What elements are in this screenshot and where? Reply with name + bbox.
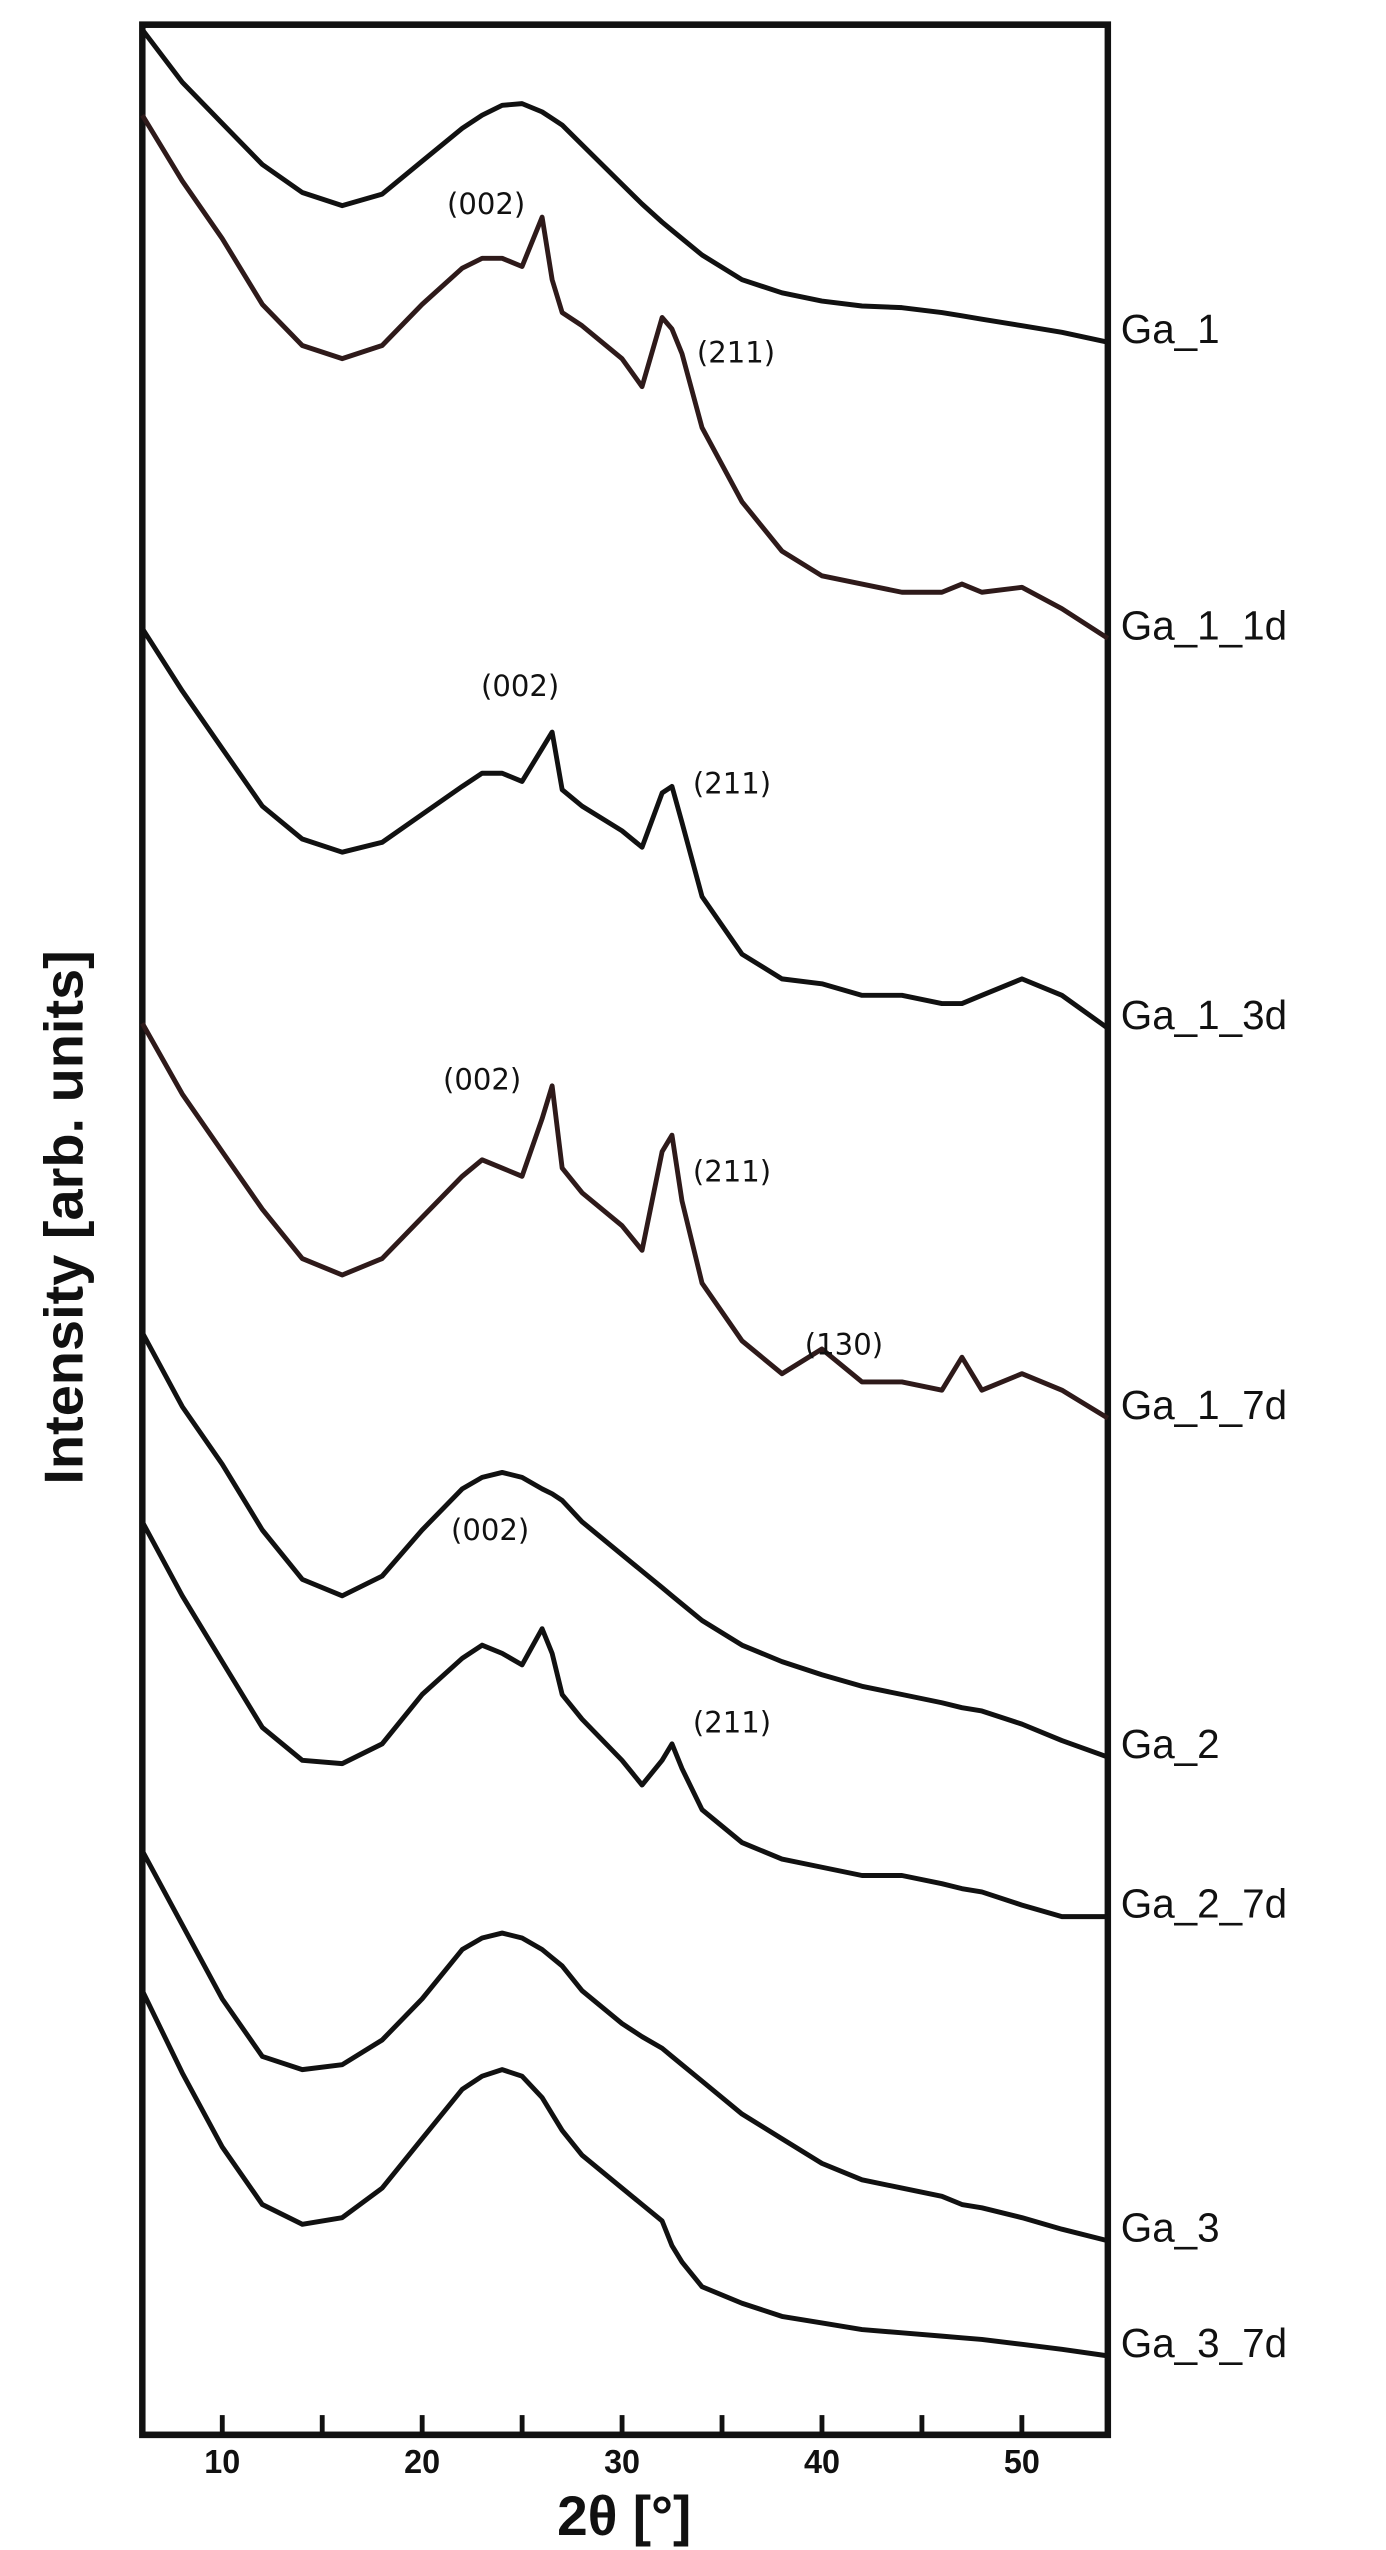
peak-annotation: (002) — [447, 187, 525, 221]
peak-annotation: (130) — [805, 1327, 883, 1361]
series-label: Ga_1_3d — [1121, 992, 1287, 1038]
series-label: Ga_1_7d — [1121, 1382, 1287, 1428]
series-line — [140, 1849, 1109, 2244]
peak-annotation: (002) — [451, 1513, 529, 1547]
series-label: Ga_3 — [1121, 2204, 1220, 2250]
peak-annotation: (002) — [443, 1062, 521, 1096]
series-label: Ga_3_7d — [1121, 2320, 1287, 2366]
x-tick-label: 50 — [1004, 2443, 1040, 2480]
peak-annotation: (211) — [693, 1154, 771, 1188]
y-axis-title: Intensity [arb. units] — [33, 950, 94, 1484]
peak-annotation: (211) — [697, 335, 775, 369]
series-line — [140, 28, 1109, 345]
x-tick-label: 10 — [204, 2443, 240, 2480]
x-axis-title: 2θ [°] — [557, 2485, 691, 2548]
series-line — [140, 627, 1110, 1031]
series-label: Ga_2_7d — [1121, 1880, 1287, 1926]
series-label: Ga_1_1d — [1121, 602, 1287, 648]
series-line — [140, 1331, 1109, 1760]
series-line — [140, 1520, 1108, 1920]
series-label: Ga_1 — [1121, 306, 1220, 352]
x-tick-label: 30 — [604, 2443, 640, 2480]
series-label: Ga_2 — [1121, 1721, 1220, 1767]
peak-annotation: (002) — [481, 669, 559, 703]
x-tick-label: 20 — [404, 2443, 440, 2480]
series-line — [140, 1989, 1109, 2359]
plot-frame — [139, 21, 1112, 2439]
peak-annotation: (211) — [693, 766, 771, 800]
x-tick-label: 40 — [804, 2443, 840, 2480]
peak-annotation: (211) — [693, 1705, 771, 1739]
series-line — [140, 1022, 1110, 1421]
series-line — [140, 113, 1110, 641]
